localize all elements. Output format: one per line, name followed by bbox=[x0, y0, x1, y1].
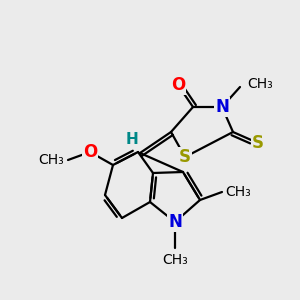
Text: N: N bbox=[215, 98, 229, 116]
Text: CH₃: CH₃ bbox=[38, 153, 64, 167]
Text: O: O bbox=[171, 76, 185, 94]
Text: CH₃: CH₃ bbox=[162, 253, 188, 267]
Text: H: H bbox=[126, 131, 138, 146]
Text: CH₃: CH₃ bbox=[225, 185, 251, 199]
Text: S: S bbox=[252, 134, 264, 152]
Text: O: O bbox=[83, 143, 97, 161]
Text: N: N bbox=[168, 213, 182, 231]
Text: S: S bbox=[179, 148, 191, 166]
Text: CH₃: CH₃ bbox=[247, 77, 273, 91]
